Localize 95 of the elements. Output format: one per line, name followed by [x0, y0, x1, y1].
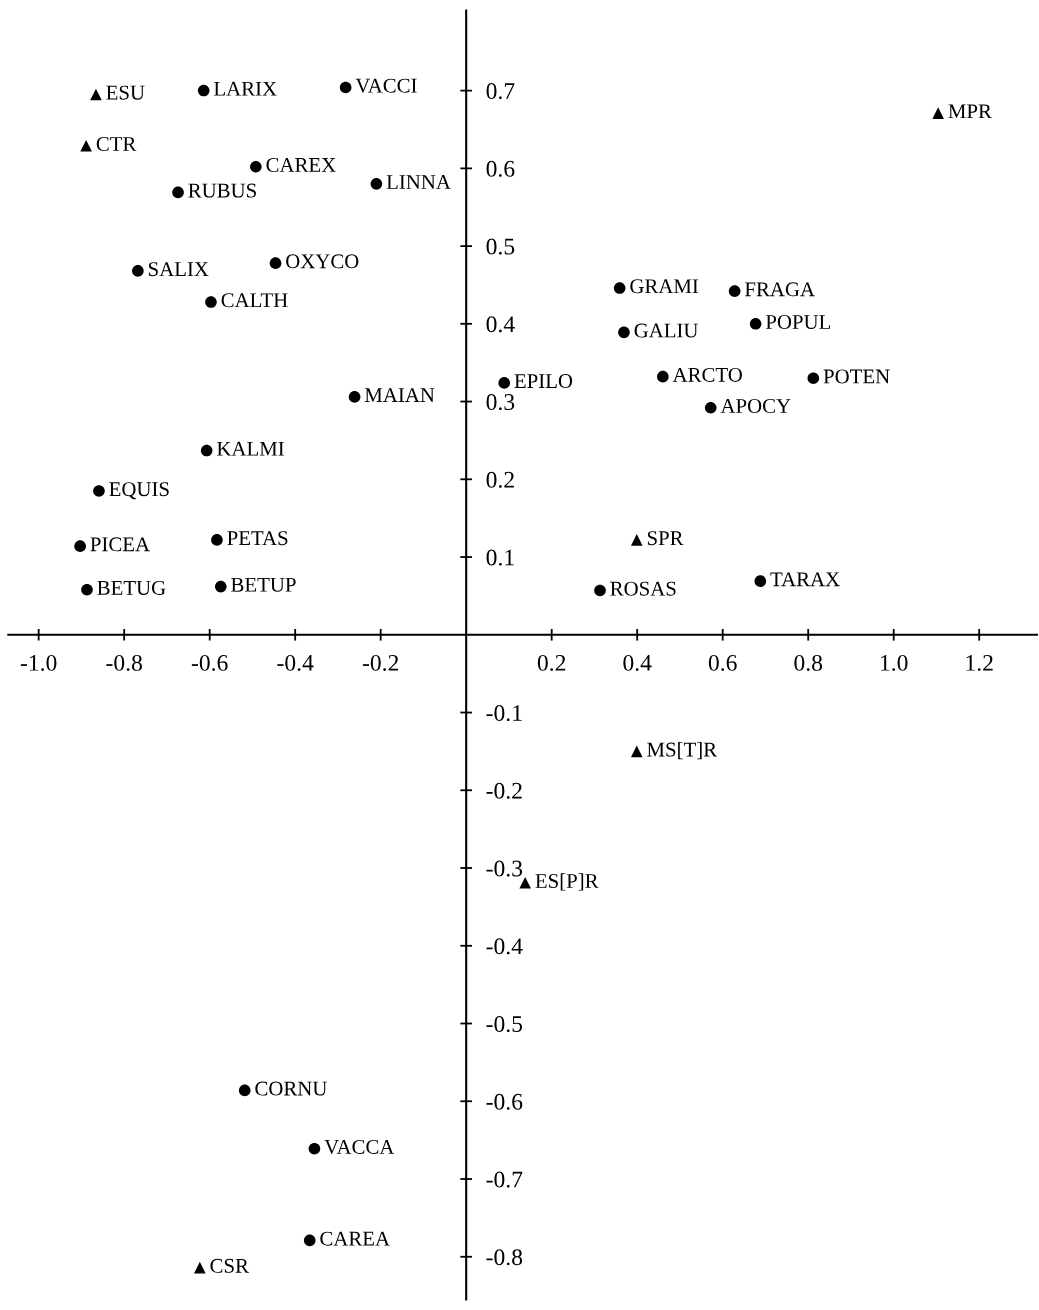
x-tick-label: -1.0 — [20, 654, 57, 671]
point — [754, 575, 767, 587]
annotation: CAREA — [320, 1231, 390, 1246]
annotation: ES[P]R — [535, 873, 599, 891]
annotation: MAIAN — [364, 388, 435, 402]
point — [749, 317, 762, 330]
point — [250, 160, 262, 173]
annotation: RUBUS — [188, 183, 256, 198]
point — [630, 745, 643, 758]
point — [80, 139, 92, 152]
point — [613, 282, 626, 294]
annotation: GRAMI — [630, 279, 699, 294]
y-tick-label: 0.4 — [486, 316, 515, 333]
annotation: APOCY — [720, 398, 791, 413]
annotation: BETUG — [97, 580, 166, 595]
annotation: KALMI — [217, 441, 284, 456]
point — [194, 1261, 206, 1274]
point — [205, 296, 217, 308]
point — [807, 372, 820, 385]
point — [498, 377, 511, 389]
y-tick-label: -0.6 — [486, 1093, 523, 1110]
point — [269, 257, 282, 269]
x-tick-label: -0.4 — [277, 654, 314, 671]
annotation: CORNU — [255, 1081, 327, 1096]
annotation: CALTH — [221, 293, 288, 308]
point — [81, 583, 93, 596]
annotation: LARIX — [214, 81, 277, 96]
x-tick-label: -0.2 — [362, 654, 399, 671]
annotation: GALIU — [634, 323, 699, 338]
x-tick-label: -0.8 — [106, 654, 142, 671]
y-tick-label: -0.7 — [486, 1171, 523, 1188]
x-tick-label: 1.0 — [881, 654, 908, 671]
y-tick-label: -0.2 — [486, 782, 522, 799]
annotation: BETUP — [231, 577, 296, 592]
y-tick-label: 0.5 — [486, 238, 515, 255]
point — [211, 534, 223, 546]
point — [704, 401, 717, 414]
annotation: CSR — [210, 1258, 249, 1273]
annotation: ESU — [106, 85, 145, 100]
point — [519, 876, 531, 889]
point — [200, 444, 213, 457]
point — [74, 540, 86, 552]
point — [339, 81, 352, 94]
y-tick-label: 0.6 — [486, 160, 515, 177]
y-tick-label: -0.1 — [486, 705, 522, 722]
y-tick-label: -0.8 — [486, 1249, 523, 1266]
annotation: CAREX — [266, 157, 336, 172]
annotation: VACCA — [324, 1139, 395, 1155]
point — [630, 534, 643, 546]
annotation: LINNA — [386, 175, 451, 189]
point — [370, 178, 383, 190]
annotation: PICEA — [90, 537, 150, 552]
x-tick-label: 0.4 — [623, 654, 652, 671]
x-tick-label: -0.6 — [191, 654, 228, 671]
annotation: EPILO — [514, 374, 573, 389]
point — [197, 84, 210, 97]
annotation: ARCTO — [672, 367, 742, 382]
point — [238, 1084, 251, 1097]
point — [348, 391, 361, 403]
y-tick-label: 0.7 — [486, 83, 515, 100]
point — [303, 1234, 316, 1247]
x-tick-label: 0.8 — [794, 654, 823, 671]
annotation: TARAX — [770, 572, 840, 587]
annotation: PETAS — [227, 531, 288, 546]
point — [618, 326, 630, 339]
y-tick-label: -0.3 — [486, 860, 523, 877]
point — [728, 285, 741, 297]
annotation: MPR — [948, 104, 992, 119]
x-tick-label: 0.6 — [708, 654, 737, 671]
annotation: SPR — [647, 531, 684, 546]
point — [214, 580, 227, 593]
annotation: CTR — [96, 136, 137, 151]
point — [308, 1142, 321, 1155]
annotation: MS[T]R — [647, 741, 718, 760]
y-tick-label: -0.4 — [486, 938, 523, 955]
y-tick-label: 0.3 — [486, 394, 515, 411]
y-tick-label: 0.1 — [486, 549, 514, 566]
point — [657, 370, 669, 383]
point — [594, 584, 606, 597]
y-tick-label: 0.2 — [486, 471, 514, 488]
annotation: POTEN — [823, 369, 890, 384]
annotation: VACCI — [355, 78, 417, 93]
point — [932, 107, 944, 119]
annotation: ROSAS — [610, 581, 676, 596]
annotation: SALIX — [148, 262, 209, 277]
x-tick-label: 1.2 — [966, 654, 993, 671]
x-tick-label: 0.2 — [537, 654, 566, 671]
annotation: EQUIS — [109, 482, 169, 500]
annotation: OXYCO — [286, 254, 359, 269]
point — [172, 186, 184, 199]
point — [93, 485, 105, 497]
point — [132, 265, 144, 277]
annotation: FRAGA — [744, 282, 815, 297]
annotation: POPUL — [765, 315, 831, 330]
y-tick-label: -0.5 — [486, 1016, 523, 1033]
